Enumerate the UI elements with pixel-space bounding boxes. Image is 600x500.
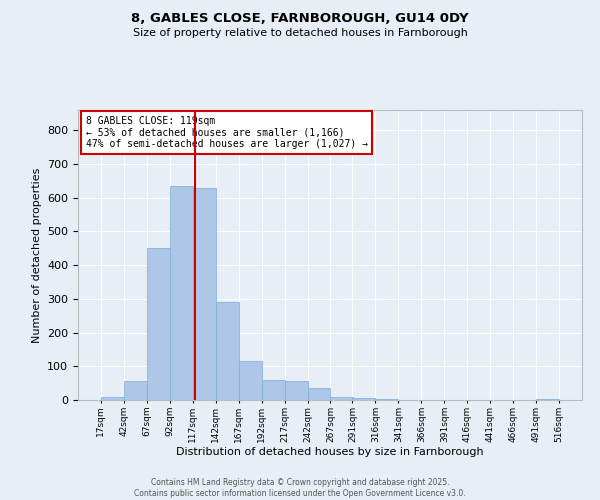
Bar (308, 388, 331, 400)
Bar (284, 382, 308, 400)
Bar (147, 248, 170, 400)
Bar (193, 188, 215, 400)
Text: 8 GABLES CLOSE: 119sqm
← 53% of detached houses are smaller (1,166)
47% of semi-: 8 GABLES CLOSE: 119sqm ← 53% of detached… (86, 116, 368, 149)
Bar (124, 382, 147, 400)
X-axis label: Distribution of detached houses by size in Farnborough: Distribution of detached houses by size … (176, 448, 484, 458)
Text: 8, GABLES CLOSE, FARNBOROUGH, GU14 0DY: 8, GABLES CLOSE, FARNBOROUGH, GU14 0DY (131, 12, 469, 26)
Y-axis label: Number of detached properties: Number of detached properties (32, 168, 41, 342)
Bar (262, 380, 284, 400)
Bar (239, 361, 262, 400)
Bar (170, 186, 193, 400)
Bar (215, 302, 239, 400)
Text: Size of property relative to detached houses in Farnborough: Size of property relative to detached ho… (133, 28, 467, 38)
Text: Contains HM Land Registry data © Crown copyright and database right 2025.
Contai: Contains HM Land Registry data © Crown c… (134, 478, 466, 498)
Bar (352, 398, 376, 400)
Bar (101, 396, 124, 400)
Bar (331, 396, 353, 400)
